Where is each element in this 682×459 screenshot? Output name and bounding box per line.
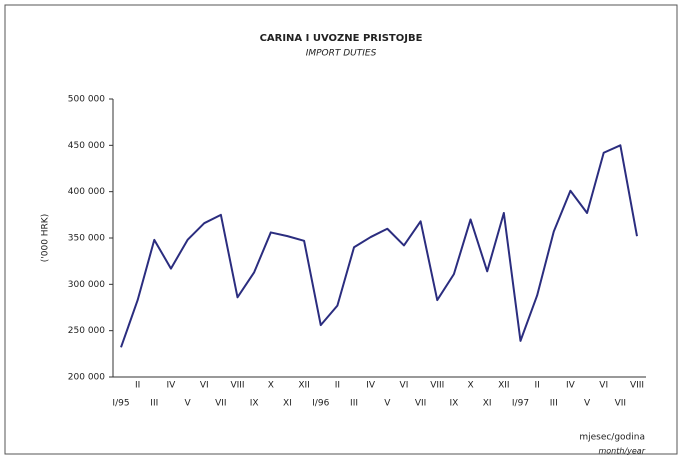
x-tick-label: V <box>384 399 391 409</box>
chart-subtitle: IMPORT DUTIES <box>306 49 377 59</box>
x-tick-label: III <box>150 399 158 409</box>
x-tick-label: XII <box>298 381 309 391</box>
y-axis-label: ('000 HRK) <box>41 214 51 262</box>
x-tick-label: XI <box>283 399 292 409</box>
x-tick-label: II <box>534 381 539 391</box>
x-tick-label: II <box>135 381 140 391</box>
y-tick-label: 500 000 <box>68 95 105 105</box>
x-tick-label: I/95 <box>112 399 129 409</box>
x-tick-label: V <box>584 399 591 409</box>
y-tick-label: 450 000 <box>68 141 105 151</box>
x-tick-label: IX <box>250 399 259 409</box>
y-tick-label: 250 000 <box>68 326 105 336</box>
y-tick-label: 400 000 <box>68 187 105 197</box>
x-tick-label: VI <box>200 381 209 391</box>
x-tick-label: III <box>550 399 558 409</box>
x-tick-label: VII <box>615 399 626 409</box>
x-tick-label: VIII <box>430 381 444 391</box>
y-tick-label: 300 000 <box>68 280 105 290</box>
x-tick-label: X <box>467 381 473 391</box>
x-tick-label: VI <box>400 381 409 391</box>
x-tick-label: XI <box>483 399 492 409</box>
x-tick-label: IX <box>449 399 458 409</box>
x-tick-label: V <box>184 399 191 409</box>
x-tick-label: VII <box>415 399 426 409</box>
x-axis-label-sub: month/year <box>598 447 645 456</box>
frame <box>4 4 678 455</box>
x-tick-label: IV <box>566 381 576 391</box>
y-tick-label: 200 000 <box>68 373 105 383</box>
chart-title: CARINA I UVOZNE PRISTOJBE <box>260 33 423 44</box>
x-tick-label: I/96 <box>312 399 329 409</box>
x-tick-label: VII <box>215 399 226 409</box>
x-tick-label: IV <box>167 381 177 391</box>
line <box>120 144 638 348</box>
x-tick-label: X <box>268 381 274 391</box>
x-tick-label: VIII <box>630 381 644 391</box>
x-tick-label: II <box>335 381 340 391</box>
x-tick-label: VI <box>599 381 608 391</box>
x-tick-label: IV <box>366 381 376 391</box>
x-tick-label: III <box>350 399 358 409</box>
x-tick-label: VIII <box>230 381 244 391</box>
x-tick-label: I/97 <box>512 399 529 409</box>
x-axis-label: mjesec/godina <box>579 433 645 443</box>
x-tick-label: XII <box>498 381 509 391</box>
y-tick-label: 350 000 <box>68 234 105 244</box>
